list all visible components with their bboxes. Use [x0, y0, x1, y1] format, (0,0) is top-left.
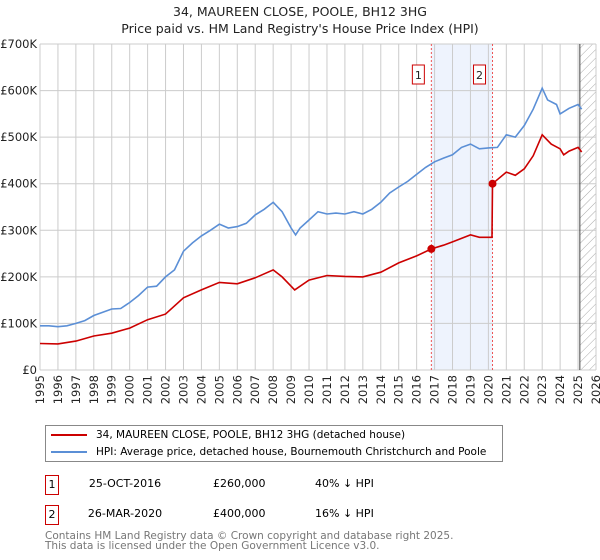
chart-subtitle: Price paid vs. HM Land Registry's House …	[121, 21, 479, 36]
x-tick-label: 1995	[33, 375, 47, 404]
y-tick-label: £200K	[0, 270, 37, 284]
sale-period-band	[431, 44, 493, 370]
sale-hpi-diff: 16% ↓ HPI	[315, 507, 374, 520]
y-tick-label: £600K	[0, 84, 37, 98]
y-tick-label: £100K	[0, 316, 37, 330]
plot-area: £0 £100K £200K £300K £400K £500K £600K £700K 199…	[0, 37, 600, 404]
legend-label-property: 34, MAUREEN CLOSE, POOLE, BH12 3HG (deta…	[96, 429, 406, 441]
footer-licence: This data is licensed under the Open Gov…	[45, 540, 380, 552]
chart-title: 34, MAUREEN CLOSE, POOLE, BH12 3HG	[173, 4, 427, 19]
sale-point	[488, 179, 497, 188]
x-tick-label: 1998	[87, 375, 101, 404]
x-tick-label: 2002	[159, 375, 173, 404]
sale-date: 26-MAR-2020	[87, 507, 163, 520]
x-tick-label: 2004	[194, 375, 208, 404]
legend-blue-line	[51, 451, 87, 453]
x-tick-label: 2024	[553, 375, 567, 404]
y-tick-label: £400K	[0, 177, 37, 191]
x-tick-label: 2007	[248, 375, 262, 404]
x-tick-label: 2018	[446, 375, 460, 404]
y-tick-label: £0	[22, 363, 37, 377]
x-tick-label: 2021	[499, 375, 513, 404]
sale-date: 25-OCT-2016	[88, 477, 162, 490]
sale-marker-label: 2	[476, 69, 483, 82]
x-tick-label: 1999	[105, 375, 119, 404]
series-line	[40, 86, 583, 328]
sale-point	[427, 244, 436, 253]
y-tick-label: £300K	[0, 223, 37, 237]
x-tick-label: 2012	[338, 375, 352, 404]
x-tick-label: 2020	[481, 375, 495, 404]
x-tick-label: 2014	[374, 375, 388, 404]
x-tick-label: 2000	[123, 375, 137, 404]
x-tick-label: 2017	[428, 375, 442, 404]
x-tick-label: 2013	[356, 375, 370, 404]
x-tick-label: 2001	[141, 375, 155, 404]
sale-marker-box: 1	[45, 475, 59, 495]
sale-price: £400,000	[213, 507, 266, 520]
x-tick-label: 2003	[176, 375, 190, 404]
x-tick-label: 2008	[266, 375, 280, 404]
footer-copyright: Contains HM Land Registry data © Crown c…	[45, 530, 454, 542]
sale-marker-box	[473, 64, 487, 85]
x-tick-label: 2011	[320, 375, 334, 404]
sale-marker-label: 1	[415, 69, 422, 82]
sale-marker-box	[411, 64, 425, 85]
sale-row: 2 26-MAR-2020 £400,000 16% ↓ HPI	[45, 505, 465, 525]
sale-marker-box: 2	[45, 505, 59, 525]
x-tick-label: 2022	[517, 375, 531, 404]
x-tick-label: 2019	[463, 375, 477, 404]
legend-label-hpi: HPI: Average price, detached house, Bour…	[96, 446, 487, 458]
x-tick-label: 2025	[571, 375, 585, 404]
x-tick-label: 2023	[535, 375, 549, 404]
x-tick-label: 2005	[212, 375, 226, 404]
footer: Contains HM Land Registry data © Crown c…	[45, 530, 454, 552]
x-tick-label: 1996	[51, 375, 65, 404]
x-tick-label: 2009	[284, 375, 298, 404]
x-tick-label: 2026	[589, 375, 600, 404]
x-tick-label: 2010	[302, 375, 316, 404]
series-line	[39, 133, 583, 345]
sale-hpi-diff: 40% ↓ HPI	[315, 477, 374, 490]
sale-row: 1 25-OCT-2016 £260,000 40% ↓ HPI	[45, 475, 465, 495]
x-tick-label: 2016	[410, 375, 424, 404]
x-tick-label: 2015	[392, 375, 406, 404]
legend: 34, MAUREEN CLOSE, POOLE, BH12 3HG (deta…	[45, 425, 503, 462]
legend-red-line	[51, 434, 87, 436]
y-tick-label: £700K	[0, 37, 37, 51]
x-tick-label: 2006	[230, 375, 244, 404]
x-tick-label: 1997	[69, 375, 83, 404]
sale-price: £260,000	[213, 477, 266, 490]
forecast-hatch	[579, 44, 596, 370]
y-tick-label: £500K	[0, 130, 37, 144]
